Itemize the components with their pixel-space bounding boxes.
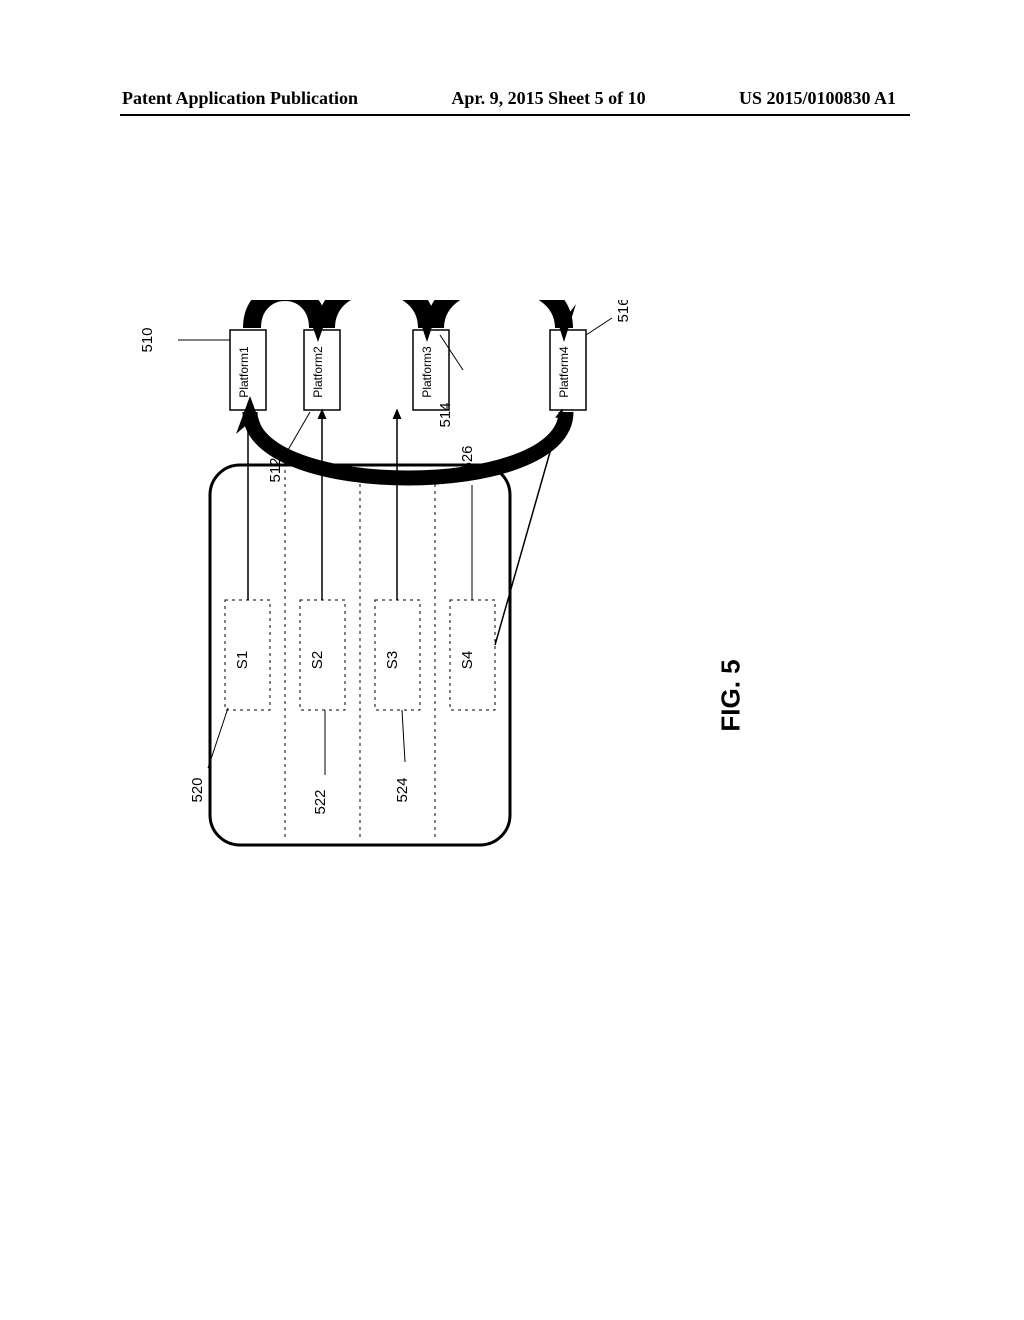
ref-line-514 bbox=[440, 335, 463, 370]
platform3-label: Platform3 bbox=[420, 346, 434, 398]
ref-514: 514 bbox=[437, 402, 454, 427]
header-left: Patent Application Publication bbox=[122, 88, 358, 109]
ref-line-524 bbox=[402, 710, 405, 762]
platform2-label: Platform2 bbox=[311, 346, 325, 398]
ref-line-512 bbox=[288, 412, 310, 450]
ref-line-516 bbox=[586, 318, 612, 335]
platform-4: Platform4 bbox=[550, 330, 586, 410]
figure-caption: FIG. 5 bbox=[716, 659, 747, 731]
platform-3: Platform3 bbox=[413, 330, 449, 410]
ref-510: 510 bbox=[139, 327, 156, 352]
arc-p3-p4 bbox=[435, 300, 564, 328]
platform-2: Platform2 bbox=[304, 330, 340, 410]
figure-svg: S1 S2 S3 S4 520 522 524 526 bbox=[130, 300, 850, 1000]
s4-label: S4 bbox=[459, 651, 476, 669]
ref-516: 516 bbox=[615, 300, 632, 323]
s2-label: S2 bbox=[309, 651, 326, 669]
patent-header: Patent Application Publication Apr. 9, 2… bbox=[0, 88, 1024, 109]
storage-cell-s3: S3 bbox=[375, 600, 420, 710]
figure-5: S1 S2 S3 S4 520 522 524 526 bbox=[130, 300, 850, 1000]
s1-label: S1 bbox=[234, 651, 251, 669]
header-divider bbox=[120, 114, 910, 116]
platform1-label: Platform1 bbox=[237, 346, 251, 398]
storage-cell-s4: S4 bbox=[450, 600, 495, 710]
ref-524: 524 bbox=[394, 777, 411, 802]
arc-p2-p3 bbox=[326, 300, 427, 328]
arc-p4-p1 bbox=[250, 412, 566, 478]
platform4-label: Platform4 bbox=[557, 346, 571, 398]
platform-1: Platform1 bbox=[230, 330, 266, 410]
storage-cell-s1: S1 bbox=[225, 600, 270, 710]
header-center: Apr. 9, 2015 Sheet 5 of 10 bbox=[451, 88, 645, 109]
header-right: US 2015/0100830 A1 bbox=[739, 88, 896, 109]
storage-cell-s2: S2 bbox=[300, 600, 345, 710]
s3-label: S3 bbox=[384, 651, 401, 669]
arc-p1-p2 bbox=[252, 300, 318, 328]
ref-522: 522 bbox=[312, 789, 329, 814]
ref-512: 512 bbox=[267, 457, 284, 482]
ref-520: 520 bbox=[189, 777, 206, 802]
